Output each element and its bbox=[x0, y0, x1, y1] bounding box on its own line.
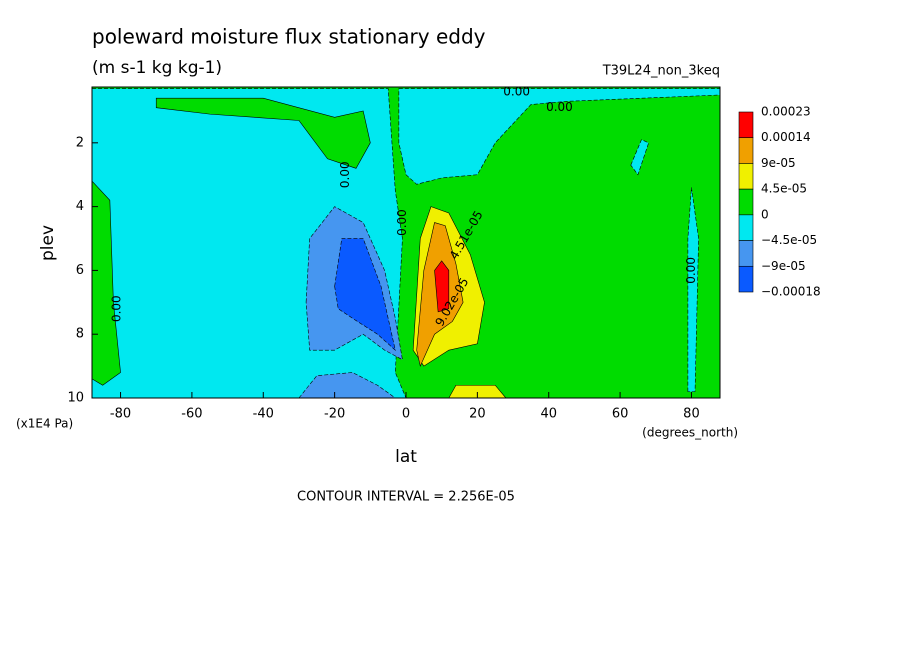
colorbar-label: 0.00023 bbox=[761, 105, 811, 119]
colorbar-label: −9e-05 bbox=[761, 259, 806, 273]
chart-title: poleward moisture flux stationary eddy bbox=[92, 25, 486, 49]
contour-label: 0.00 bbox=[338, 161, 352, 188]
x-tick-label: -60 bbox=[181, 407, 202, 422]
y-tick-label: 2 bbox=[76, 135, 84, 150]
contour-label: 0.00 bbox=[503, 84, 530, 98]
contour-region bbox=[434, 260, 450, 313]
y-units: (x1E4 Pa) bbox=[16, 417, 73, 431]
y-tick-label: 6 bbox=[76, 263, 84, 278]
colorbar-label: 0 bbox=[761, 207, 769, 221]
contour-label: 0.00 bbox=[109, 295, 123, 322]
colorbar-swatch bbox=[738, 188, 754, 216]
colorbar-label: 9e-05 bbox=[761, 156, 796, 170]
x-tick-label: -80 bbox=[110, 407, 131, 422]
x-tick-label: 60 bbox=[612, 407, 629, 422]
x-units: (degrees_north) bbox=[642, 426, 738, 440]
footer: CONTOUR INTERVAL = 2.256E-05 bbox=[297, 490, 515, 505]
x-tick-label: -20 bbox=[324, 407, 345, 422]
x-axis-label: lat bbox=[395, 447, 417, 467]
x-tick-label: -40 bbox=[253, 407, 274, 422]
x-tick-label: 0 bbox=[402, 407, 410, 422]
contour-region bbox=[298, 372, 397, 399]
colorbar-label: −4.5e-05 bbox=[761, 233, 817, 247]
x-tick-label: 20 bbox=[469, 407, 486, 422]
y-tick-label: 8 bbox=[76, 327, 84, 342]
contour-region bbox=[687, 187, 699, 392]
y-tick-label: 4 bbox=[76, 199, 84, 214]
contour-label: 0.00 bbox=[395, 209, 409, 236]
y-tick-label: 10 bbox=[67, 391, 84, 406]
chart-subtitle: (m s-1 kg kg-1) bbox=[92, 58, 222, 78]
colorbar-label: 4.5e-05 bbox=[761, 182, 807, 196]
contour-label: 0.00 bbox=[546, 100, 573, 114]
contour-label: 0.00 bbox=[684, 257, 698, 284]
contour-region bbox=[630, 139, 650, 176]
colorbar-swatch bbox=[738, 214, 754, 241]
run-label: T39L24_non_3keq bbox=[602, 64, 720, 79]
contour-region bbox=[155, 97, 371, 169]
plot-area: 0.000.000.000.000.000.004.51e-059.02e-05 bbox=[91, 84, 721, 399]
x-tick-label: 40 bbox=[540, 407, 557, 422]
x-tick-label: 80 bbox=[683, 407, 700, 422]
colorbar-swatch bbox=[738, 137, 754, 164]
colorbar-swatch bbox=[738, 240, 754, 267]
colorbar-swatch bbox=[738, 265, 754, 293]
colorbar-swatch bbox=[738, 111, 754, 139]
y-axis-label: plev bbox=[38, 225, 58, 261]
contour-region bbox=[334, 238, 396, 352]
colorbar-swatch bbox=[738, 163, 754, 190]
colorbar-label: 0.00014 bbox=[761, 130, 811, 144]
colorbar-label: −0.00018 bbox=[761, 285, 821, 299]
